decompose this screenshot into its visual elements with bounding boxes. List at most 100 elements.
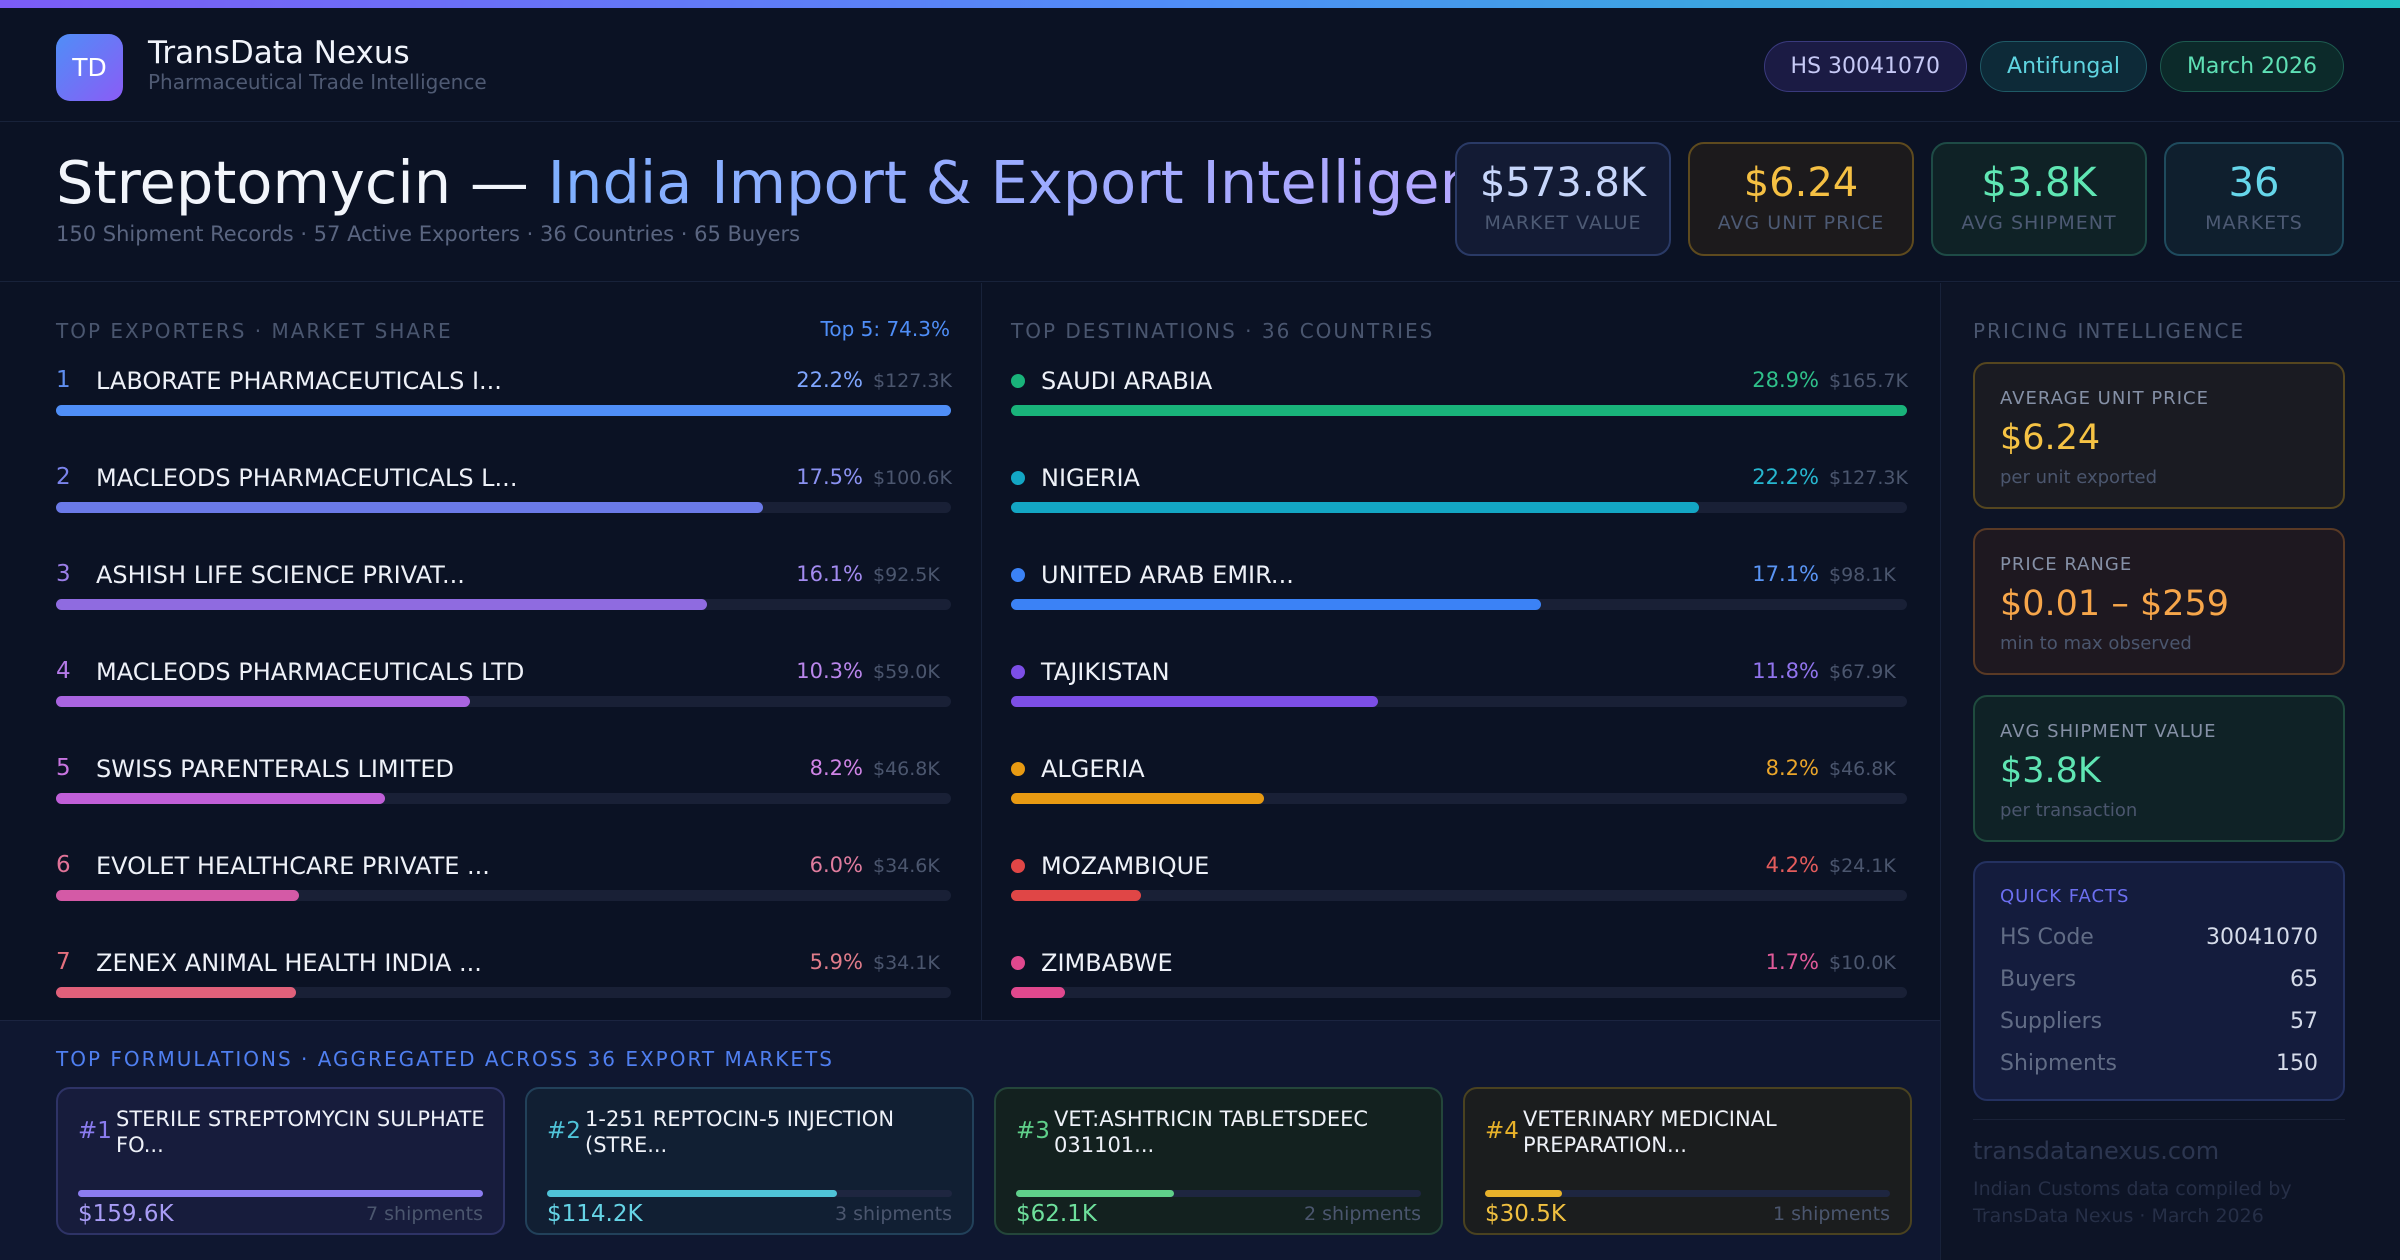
quick-facts-title: QUICK FACTS <box>2000 886 2130 907</box>
exporter-value: $127.3K <box>873 370 952 392</box>
app-header: TD TransData Nexus Pharmaceutical Trade … <box>0 8 2400 122</box>
exporter-name: LABORATE PHARMACEUTICALS I... <box>96 367 502 395</box>
card-note: per transaction <box>2000 800 2138 821</box>
header-pills: HS 30041070 Antifungal March 2026 <box>1763 41 2344 92</box>
formulation-card[interactable]: #1 STERILE STREPTOMYCIN SULPHATE FO... $15… <box>56 1087 505 1235</box>
exporter-name: MACLEODS PHARMACEUTICALS LTD <box>96 658 525 686</box>
destination-value: $165.7K <box>1829 370 1908 392</box>
formulation-name: VET:ASHTRICIN TABLETSDEEC 031101... <box>1054 1107 1369 1157</box>
exporter-share-pct: 22.2% <box>796 368 863 392</box>
formulations-label: TOP FORMULATIONS · AGGREGATED ACROSS 36 … <box>56 1047 834 1071</box>
exporter-value: $92.5K <box>873 564 940 586</box>
exporter-row[interactable]: 4 MACLEODS PHARMACEUTICALS LTD 10.3% $59.0K <box>56 574 951 707</box>
exporter-rank: 7 <box>56 949 71 975</box>
destination-share-bar <box>1011 502 1700 513</box>
destination-row[interactable]: MOZAMBIQUE 4.2% $24.1K <box>1011 768 1907 901</box>
exporter-name: SWISS PARENTERALS LIMITED <box>96 755 455 783</box>
destination-value: $98.1K <box>1829 564 1896 586</box>
destination-row[interactable]: ZIMBABWE 1.7% $10.0K <box>1011 865 1907 998</box>
card-value: $0.01 – $259 <box>2000 584 2230 624</box>
exporter-row[interactable]: 2 MACLEODS PHARMACEUTICALS L... 17.5% $100.… <box>56 380 952 513</box>
formulation-rank: #2 <box>547 1118 581 1144</box>
destination-row[interactable]: SAUDI ARABIA 28.9% $165.7K <box>1011 283 1908 416</box>
destination-value: $67.9K <box>1829 661 1896 683</box>
exporter-row[interactable]: 1 LABORATE PHARMACEUTICALS I... 22.2% $127.… <box>56 283 952 416</box>
card-note: min to max observed <box>2000 633 2192 654</box>
exporter-row[interactable]: 5 SWISS PARENTERALS LIMITED 8.2% $46.8K <box>56 671 951 804</box>
exporter-value: $46.8K <box>873 758 940 780</box>
exporter-value: $59.0K <box>873 661 940 683</box>
fact-value: 30041070 <box>2206 925 2318 950</box>
date-pill[interactable]: March 2026 <box>2159 41 2344 92</box>
exporter-name: ASHISH LIFE SCIENCE PRIVAT... <box>96 561 465 589</box>
destination-name: UNITED ARAB EMIR... <box>1041 561 1294 589</box>
destination-share-pct: 4.2% <box>1765 853 1819 877</box>
exporter-share-track <box>56 599 951 610</box>
destination-row[interactable]: UNITED ARAB EMIR... 17.1% $98.1K <box>1011 477 1907 610</box>
card-value: $6.24 <box>2000 418 2101 458</box>
destination-dot-icon <box>1011 568 1025 582</box>
exporter-value: $34.6K <box>873 855 940 877</box>
exporter-row[interactable]: 3 ASHISH LIFE SCIENCE PRIVAT... 16.1% $92.5… <box>56 477 951 610</box>
formulation-card[interactable]: #4 VETERINARY MEDICINAL PREPARATION... $30… <box>1463 1087 1912 1235</box>
exporter-share-pct: 17.5% <box>796 465 863 489</box>
exporter-row[interactable]: 6 EVOLET HEALTHCARE PRIVATE ... 6.0% $34.6K <box>56 768 951 901</box>
destination-value: $10.0K <box>1829 952 1896 974</box>
stat-value: $6.24 <box>1743 160 1859 206</box>
formulation-shipments: 1 shipments <box>1773 1203 1890 1225</box>
fact-value: 57 <box>2290 1009 2318 1034</box>
exporter-share-bar <box>56 599 707 610</box>
destination-dot-icon <box>1011 374 1025 388</box>
fact-value: 150 <box>2276 1051 2318 1076</box>
hs-code-pill[interactable]: HS 30041070 <box>1763 41 1968 92</box>
stat-avg-shipment: $3.8K AVG SHIPMENT <box>1931 142 2147 256</box>
exporter-share-track <box>56 502 951 513</box>
formulation-card[interactable]: #3 VET:ASHTRICIN TABLETSDEEC 031101... $62… <box>994 1087 1443 1235</box>
exporter-rank: 4 <box>56 658 71 684</box>
avg-shipment-value-card: AVG SHIPMENT VALUE $3.8K per transaction <box>1973 695 2345 842</box>
destinations-label: TOP DESTINATIONS · 36 COUNTRIES <box>1011 319 1435 343</box>
exporters-label: TOP EXPORTERS · MARKET SHARE <box>56 319 453 343</box>
exporter-name: EVOLET HEALTHCARE PRIVATE ... <box>96 852 490 880</box>
site-link[interactable]: transdatanexus.com <box>1973 1137 2220 1165</box>
destination-row[interactable]: ALGERIA 8.2% $46.8K <box>1011 671 1907 804</box>
fact-suppliers: Suppliers 57 <box>2000 1009 2318 1039</box>
exporter-rank: 5 <box>56 755 71 781</box>
destination-share-pct: 8.2% <box>1765 756 1819 780</box>
destination-row[interactable]: NIGERIA 22.2% $127.3K <box>1011 380 1908 513</box>
category-pill[interactable]: Antifungal <box>1980 41 2147 92</box>
formulation-name: 1-251 REPTOCIN-5 INJECTION (STRE... <box>585 1107 895 1157</box>
stat-label: MARKET VALUE <box>1484 212 1642 234</box>
card-label: PRICE RANGE <box>2000 554 2133 575</box>
pricing-label: PRICING INTELLIGENCE <box>1973 319 2246 343</box>
destination-share-track <box>1011 793 1907 804</box>
destination-row[interactable]: TAJIKISTAN 11.8% $67.9K <box>1011 574 1907 707</box>
fact-value: 65 <box>2290 967 2318 992</box>
fact-key: Suppliers <box>2000 1009 2103 1034</box>
page-subtitle: 150 Shipment Records · 57 Active Exporte… <box>56 222 801 246</box>
destination-share-track <box>1011 987 1907 998</box>
destination-name: MOZAMBIQUE <box>1041 852 1210 880</box>
formulation-share-track <box>1485 1190 1890 1197</box>
exporter-share-bar <box>56 502 764 513</box>
destination-share-bar <box>1011 696 1379 707</box>
exporter-share-pct: 8.2% <box>809 756 863 780</box>
exporter-share-bar <box>56 696 471 707</box>
logo[interactable]: TD <box>56 34 123 101</box>
formulation-card[interactable]: #2 1-251 REPTOCIN-5 INJECTION (STRE... $11… <box>525 1087 974 1235</box>
top-accent-bar <box>0 0 2400 8</box>
formulation-share-bar <box>1485 1190 1563 1197</box>
stat-market-value: $573.8K MARKET VALUE <box>1455 142 1671 256</box>
destination-share-bar <box>1011 599 1542 610</box>
exporter-row[interactable]: 7 ZENEX ANIMAL HEALTH INDIA ... 5.9% $34.1K <box>56 865 951 998</box>
fact-buyers: Buyers 65 <box>2000 967 2318 997</box>
exporter-share-pct: 6.0% <box>809 853 863 877</box>
destination-share-track <box>1011 405 1907 416</box>
brand-name: TransData Nexus <box>148 35 410 71</box>
destination-name: ALGERIA <box>1041 755 1145 783</box>
destination-name: TAJIKISTAN <box>1041 658 1170 686</box>
formulation-shipments: 7 shipments <box>366 1203 483 1225</box>
destination-dot-icon <box>1011 665 1025 679</box>
formulation-value: $62.1K <box>1016 1201 1097 1227</box>
formulation-share-track <box>547 1190 952 1197</box>
